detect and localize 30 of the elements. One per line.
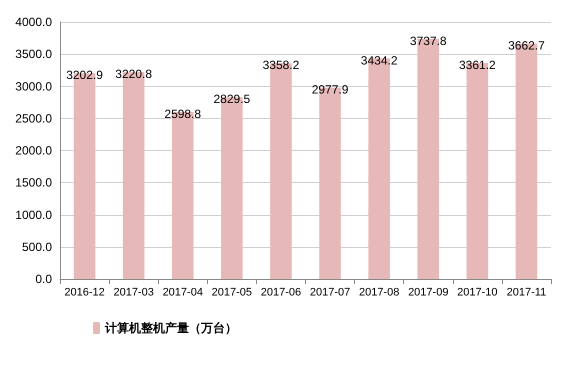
data-label: 3662.7 [508,38,546,53]
y-tick-label: 3000.0 [15,79,52,94]
y-tick-label: 0.0 [35,272,52,286]
data-label: 3202.9 [66,68,104,82]
x-tick-label: 2017-05 [212,286,252,298]
y-tick-label: 2000.0 [15,144,52,158]
x-tick-label: 2017-11 [506,286,546,298]
x-tick-label: 2017-06 [260,286,302,298]
y-tick-label: 1500.0 [15,176,52,190]
data-label: 2598.8 [164,107,202,122]
x-tick-label: 2017-10 [457,286,498,298]
data-label: 3434.2 [360,53,398,68]
x-tick-label: 2017-04 [162,286,203,298]
y-tick-label: 500.0 [22,240,52,254]
x-tick-label: 2017-09 [408,286,448,298]
x-tick-label: 2016-12 [64,286,105,298]
x-tick-label: 2017-03 [113,286,154,298]
x-tick-label: 2017-08 [358,286,400,298]
x-tick-label: 2017-07 [310,286,350,298]
data-label: 3220.8 [115,67,152,82]
y-tick-label: 2500.0 [15,111,52,126]
y-tick-label: 3500.0 [15,47,52,62]
y-tick-label: 1000.0 [15,208,52,222]
data-label: 3358.2 [262,58,300,72]
data-label: 2977.9 [312,82,349,97]
legend-label: 计算机整机产量（万台） [104,321,237,335]
data-label: 2829.5 [214,92,251,106]
data-label: 3737.8 [410,34,447,48]
data-label: 3361.2 [459,58,496,72]
y-tick-label: 4000.0 [15,15,52,29]
